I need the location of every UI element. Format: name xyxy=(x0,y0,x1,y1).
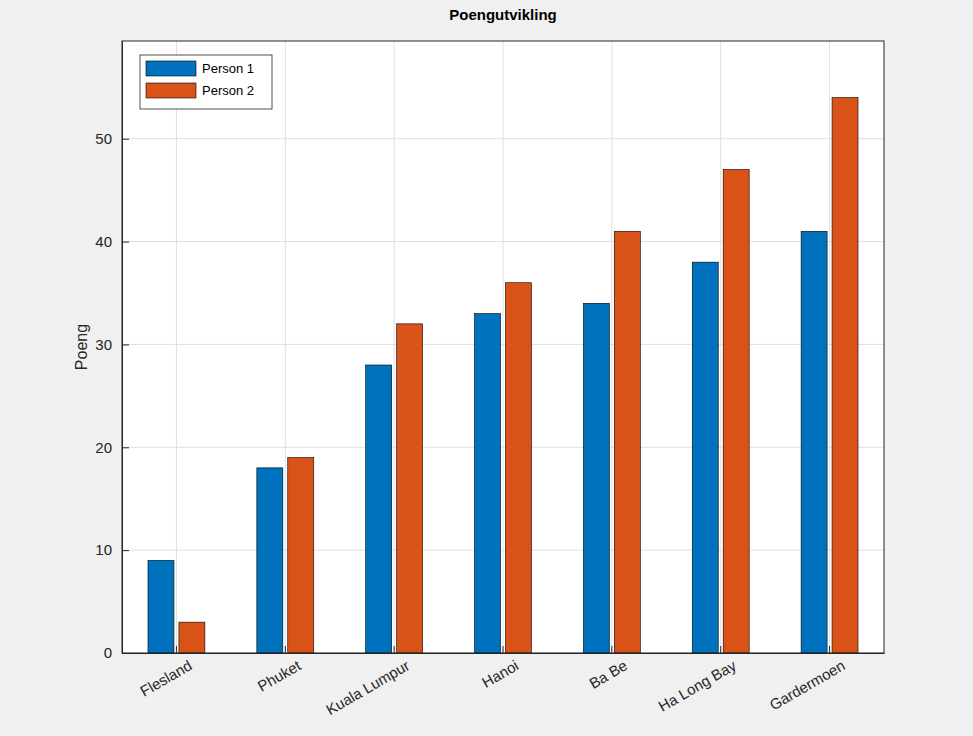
y-tick-label: 30 xyxy=(95,336,112,353)
x-grid-line xyxy=(720,41,721,653)
bar xyxy=(366,365,392,653)
x-tick-label: Gardermoen xyxy=(766,657,847,714)
x-tick-label: Hanoi xyxy=(479,657,521,691)
x-tick-mark xyxy=(285,646,286,653)
x-tick-mark xyxy=(829,646,830,653)
x-tick-mark xyxy=(394,646,395,653)
bar xyxy=(832,98,858,653)
x-tick-label: Ba Be xyxy=(586,657,630,692)
legend-swatch xyxy=(146,83,196,98)
chart-title: Poengutvikling xyxy=(449,6,557,23)
y-tick: 50 xyxy=(95,130,129,147)
y-tick-mark xyxy=(122,550,129,551)
x-axis: Flesland Phuket Kuala Lumpur Hanoi Ba Be Ha L… xyxy=(123,646,885,718)
bar xyxy=(288,458,314,653)
y-tick: 10 xyxy=(95,541,129,558)
y-tick-label: 50 xyxy=(95,130,112,147)
x-tick: Kuala Lumpur xyxy=(323,646,412,718)
y-tick: 40 xyxy=(95,233,129,250)
bar xyxy=(397,324,423,653)
bar xyxy=(692,262,718,653)
x-tick-mark xyxy=(720,646,721,653)
bar xyxy=(505,283,531,653)
y-tick-label: 20 xyxy=(95,439,112,456)
y-tick-mark xyxy=(122,139,129,140)
bar xyxy=(475,314,501,653)
bar-series xyxy=(179,98,858,653)
x-tick-label: Flesland xyxy=(137,657,195,700)
y-tick: 20 xyxy=(95,439,129,456)
x-grid-line xyxy=(285,41,286,653)
y-axis: 0 10 20 30 40 50 xyxy=(95,42,129,662)
x-grid-line xyxy=(829,41,830,653)
legend-box xyxy=(140,55,272,109)
x-grid-line xyxy=(394,41,395,653)
y-tick-mark xyxy=(122,242,129,243)
x-tick: Ha Long Bay xyxy=(655,646,739,715)
bar xyxy=(723,170,749,653)
y-tick-label: 10 xyxy=(95,541,112,558)
bar xyxy=(801,231,827,653)
bar xyxy=(583,303,609,653)
x-grid-line xyxy=(176,41,177,653)
x-tick-mark xyxy=(611,646,612,653)
x-grid-line xyxy=(503,41,504,653)
x-tick-label: Kuala Lumpur xyxy=(323,657,412,718)
y-tick-mark xyxy=(122,447,129,448)
y-tick-label: 40 xyxy=(95,233,112,250)
y-tick-mark xyxy=(122,344,129,345)
bar xyxy=(148,560,174,653)
y-tick: 30 xyxy=(95,336,129,353)
bar xyxy=(614,231,640,653)
figure: 0 10 20 30 40 50 Flesland Phuket Kuala Lumpur Han… xyxy=(0,0,973,736)
y-tick-label: 0 xyxy=(104,644,112,661)
bar xyxy=(179,622,205,653)
x-tick-mark xyxy=(503,646,504,653)
x-grid-line xyxy=(611,41,612,653)
legend-swatch xyxy=(146,61,196,76)
figure-background xyxy=(0,0,973,736)
x-tick: Gardermoen xyxy=(766,646,847,713)
bar xyxy=(257,468,283,653)
x-tick-label: Phuket xyxy=(255,656,305,694)
plot-frame xyxy=(122,41,884,653)
x-tick: Flesland xyxy=(137,646,195,700)
x-tick-label: Ha Long Bay xyxy=(655,656,739,714)
bars xyxy=(148,98,858,653)
y-axis-title: Poeng xyxy=(73,324,90,370)
legend: Person 1 Person 2 xyxy=(140,55,272,109)
x-tick-mark xyxy=(176,646,177,653)
plot-background xyxy=(122,41,884,653)
legend-label: Person 2 xyxy=(202,83,254,98)
legend-label: Person 1 xyxy=(202,61,254,76)
grid xyxy=(122,41,884,653)
